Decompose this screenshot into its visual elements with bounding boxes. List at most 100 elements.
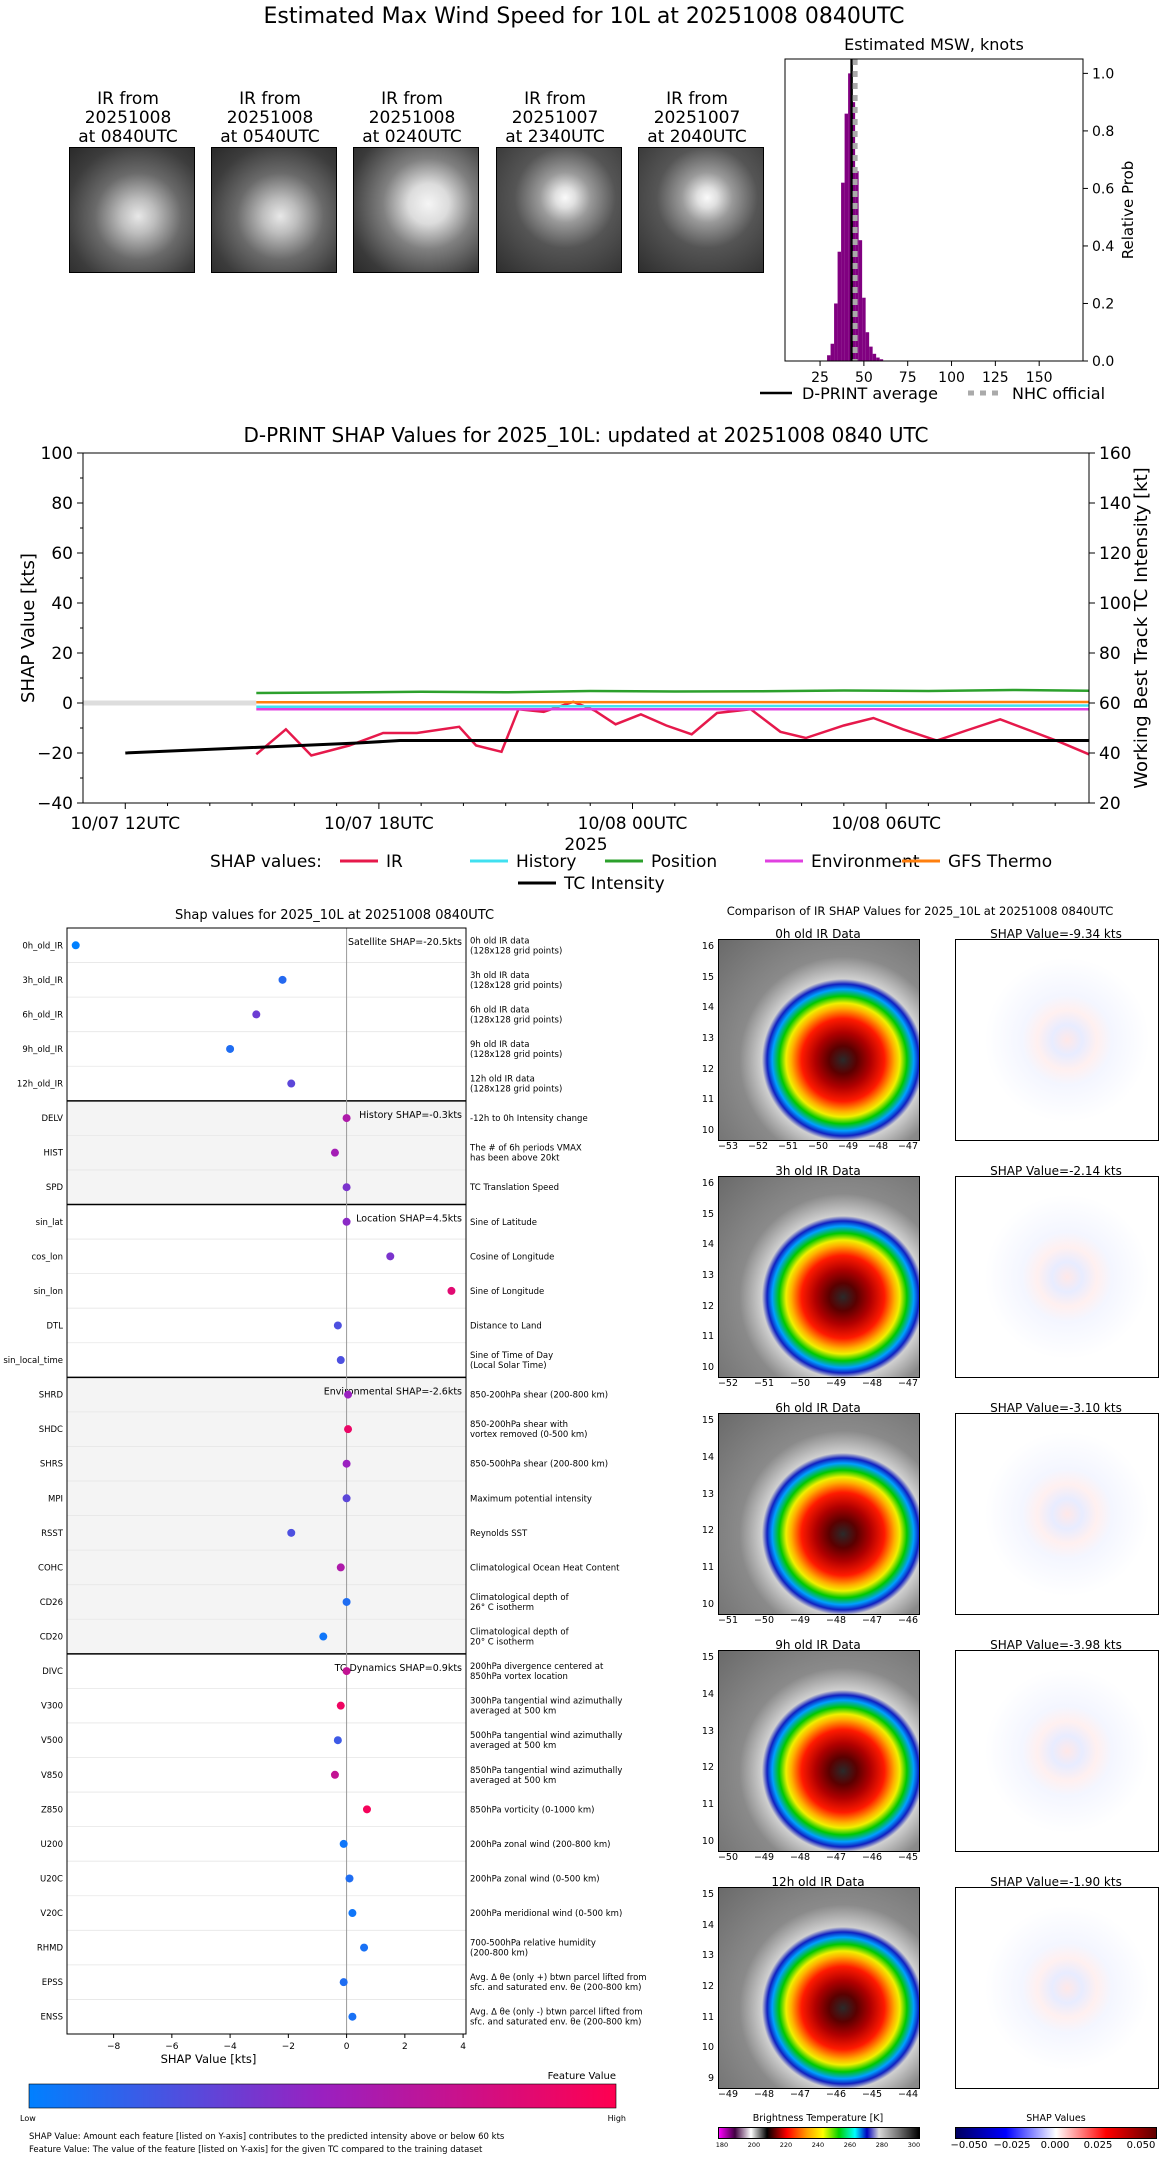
feature-point — [386, 1252, 395, 1261]
satellite-ir-image — [638, 147, 764, 273]
satellite-caption-line: at 0540UTC — [220, 127, 320, 147]
feature-description: (200-800 km) — [470, 1949, 528, 1959]
histogram-bar — [879, 359, 884, 361]
y-tick-label: −40 — [37, 794, 73, 814]
shap-colorbar — [955, 2127, 1157, 2139]
histogram-bar — [837, 251, 842, 361]
ir-image-title: 9h old IR Data — [775, 1638, 861, 1652]
ir-x-tick-label: −50 — [807, 1141, 829, 1152]
scatter-frame — [66, 927, 467, 2035]
ir-x-tick-label: −47 — [897, 1141, 919, 1152]
legend-label: TC Intensity — [563, 874, 665, 894]
ir-y-tick-label: 12 — [701, 1063, 714, 1075]
feature-label: SPD — [46, 1183, 64, 1193]
ir-y-tick-label: 9 — [707, 2073, 714, 2084]
feature-point — [287, 1528, 296, 1537]
ir-x-tick-label: −46 — [825, 2089, 847, 2100]
ir-x-tick-label: −50 — [717, 1852, 739, 1863]
feature-point — [330, 1770, 339, 1779]
ir-brightness-image — [718, 1176, 920, 1378]
feature-description: Sine of Latitude — [470, 1218, 537, 1228]
satellite-caption-line: IR from — [239, 89, 301, 109]
ir-y-tick-label: 10 — [701, 1362, 714, 1373]
satellite-caption-line: IR from — [524, 89, 586, 109]
feature-description: (128x128 grid points) — [470, 1085, 562, 1095]
ir-y-tick-label: 10 — [701, 1836, 714, 1847]
satellite-ir-image — [211, 147, 337, 273]
feature-point — [333, 1321, 342, 1330]
feature-description: 20° C isotherm — [470, 1638, 534, 1648]
ir-x-tick-label: −49 — [753, 1852, 775, 1863]
ir-y-tick-label: 11 — [701, 2011, 714, 2023]
y-tick-label: 0 — [62, 694, 73, 714]
feature-label: DIVC — [42, 1667, 63, 1677]
feature-point — [278, 975, 287, 984]
feature-value-colorbar — [28, 2083, 617, 2109]
ir-y-tick-label: 14 — [701, 1451, 714, 1463]
ir-shap-image — [955, 939, 1159, 1141]
feature-label: EPSS — [42, 1978, 63, 1988]
feature-label: 6h_old_IR — [22, 1010, 63, 1020]
ir-y-tick-label: 11 — [701, 1331, 714, 1343]
x-tick-label: 100 — [938, 370, 965, 386]
legend-label: Position — [651, 852, 717, 872]
ir-brightness-image — [718, 1650, 920, 1852]
satellite-caption-line: at 0240UTC — [362, 127, 462, 147]
ir-y-tick-label: 15 — [701, 1889, 714, 1900]
group-background — [67, 1653, 466, 2034]
bt-tick-label: 280 — [875, 2141, 889, 2149]
bt-tick-label: 240 — [811, 2141, 825, 2149]
feature-description: 6h old IR data — [470, 1005, 529, 1015]
timeseries-xlabel: 2025 — [564, 835, 607, 855]
ir-x-tick-label: −47 — [897, 1378, 919, 1389]
feature-point — [342, 1114, 351, 1123]
ir-x-tick-label: −51 — [717, 1615, 739, 1626]
ir-y-tick-label: 14 — [701, 1239, 714, 1251]
feature-description: 0h old IR data — [470, 936, 529, 946]
legend-nhc-label: NHC official — [1012, 384, 1105, 403]
x-tick-label: 50 — [855, 370, 873, 386]
ir-x-tick-label: −51 — [753, 1378, 775, 1389]
y-right-tick-label: 60 — [1099, 694, 1121, 714]
feature-description: (128x128 grid points) — [470, 946, 562, 956]
feature-point — [330, 1148, 339, 1157]
shap-tick-label: 0.000 — [1040, 2140, 1070, 2151]
series-line-position — [256, 688, 1090, 695]
feature-label: V500 — [41, 1736, 63, 1746]
feature-description: Maximum potential intensity — [470, 1494, 592, 1504]
histogram-bar — [844, 113, 849, 362]
ir-x-tick-label: −47 — [789, 2089, 811, 2100]
x-tick-label: 125 — [982, 370, 1009, 386]
satellite-caption-line: at 2340UTC — [505, 127, 605, 147]
ir-x-tick-label: −45 — [861, 2089, 883, 2100]
y-right-tick-label: 100 — [1099, 594, 1131, 614]
ir-y-tick-label: 14 — [701, 1002, 714, 1014]
feature-point — [348, 2012, 357, 2021]
histogram-bar — [858, 240, 863, 361]
ir-y-tick-label: 13 — [701, 1270, 714, 1281]
ir-x-tick-label: −48 — [861, 1378, 883, 1389]
feature-label: sin_lon — [34, 1287, 63, 1297]
feature-point — [252, 1010, 261, 1019]
ir-brightness-image — [718, 939, 920, 1141]
feature-point — [342, 1217, 351, 1226]
satellite-caption-line: IR from — [666, 89, 728, 109]
shap-image-title: SHAP Value=-1.90 kts — [990, 1875, 1122, 1889]
feature-label: HIST — [44, 1149, 64, 1159]
satellite-caption-line: 20251007 — [511, 108, 599, 128]
feature-point — [348, 1909, 357, 1918]
ir-y-tick-label: 12 — [701, 1981, 714, 1992]
satellite-caption: IR from 20251007 at 2340UTC — [490, 90, 620, 147]
ir-image-title: 3h old IR Data — [775, 1164, 861, 1178]
bt-colorbar — [718, 2127, 920, 2139]
ir-y-tick-label: 12 — [701, 1762, 714, 1774]
legend-label: History — [516, 852, 576, 872]
x-tick-label: 0 — [344, 2042, 350, 2052]
feature-shap-scatter-chart: Shap values for 2025_10L at 20251008 084… — [3, 908, 646, 2155]
feature-description: 3h old IR data — [470, 971, 529, 981]
histogram-title: Estimated MSW, knots — [844, 35, 1024, 54]
ir-x-tick-label: −49 — [717, 2089, 739, 2100]
ir-y-tick-label: 10 — [701, 1599, 714, 1610]
ir-y-tick-label: 13 — [701, 1488, 714, 1500]
timeseries-title: D-PRINT SHAP Values for 2025_10L: update… — [243, 423, 928, 447]
